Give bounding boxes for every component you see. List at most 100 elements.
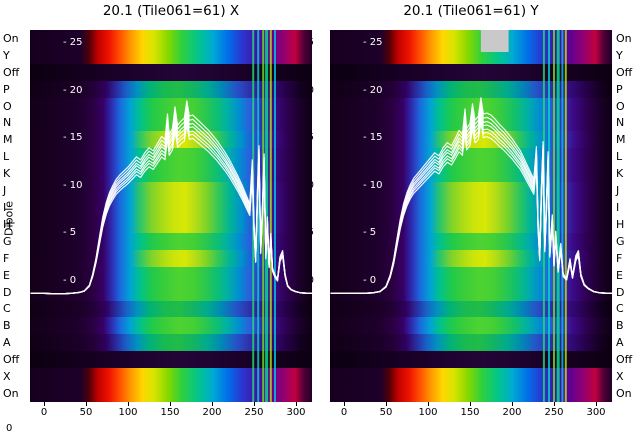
rfi-stripe [556,30,560,402]
spectrum-line [330,97,612,294]
row-label: O [616,99,625,113]
row-label: F [616,251,623,265]
row-label: E [616,268,623,282]
y-tick-label-inner: - 10 [63,179,83,191]
x-tick-mark [296,402,297,406]
x-tick-label: 150 [460,407,480,418]
row-label: J [616,184,620,198]
x-tick-label: 0 [340,407,348,418]
heatmap-row-i [30,199,312,216]
x-tick-label: 300 [586,407,606,418]
spectrum-line [30,117,312,295]
y-tick-label-inner: - 10 [363,179,383,191]
row-label: Y [616,48,623,62]
x-tick-mark [428,402,429,406]
x-tick-mark [554,402,555,406]
heatmap-row-c [330,300,612,318]
heatmap-row-on [30,385,312,402]
heatmap-row-g [330,232,612,250]
row-label: L [3,150,10,164]
heatmap-row-x [30,368,312,386]
row-label: C [616,302,624,316]
spectrum-line [30,100,312,295]
row-label: X [616,370,624,384]
heatmap-row-d [330,283,612,301]
row-label: G [616,234,625,248]
x-tick-label: 100 [418,407,438,418]
y-tick-label-inner: - 20 [63,84,83,96]
row-label: X [3,370,11,384]
row-label: M [616,133,626,147]
row-label: P [616,82,623,96]
heatmap-row-y [30,46,312,64]
heatmap-row-p [330,80,612,98]
row-label: D [616,285,625,299]
x-tick-mark [512,402,513,406]
heatmap-row-off [330,63,612,81]
rfi-stripe [564,30,567,402]
saturated-patch [480,30,509,52]
heatmap-row-o [30,97,312,115]
x-tick-label: 200 [502,407,522,418]
y-tick-label-inner: - 15 [363,132,383,144]
row-labels-right: On Y Off P O N M L K J I H G F E D C B A Off X On [616,30,640,402]
x-tick-label: 0 [40,407,48,418]
spectrum-line [30,120,312,295]
y-tick-label-inner: - 20 [363,84,383,96]
y-tick-label-inner: - 0 [63,275,77,286]
row-label: On [616,31,632,45]
spectrum-overlay [30,30,312,402]
heatmap-row-k [30,165,312,183]
x-tick-label: 300 [286,407,306,418]
row-labels-left: On Y Off P O N M L K J I H G F E D C B A Off X On [3,30,29,402]
heatmap-row-o [330,97,612,115]
heatmap-row-b [30,317,312,335]
row-label: A [3,336,11,350]
heatmap-row-l [30,148,312,166]
row-label: Y [3,48,10,62]
x-tick-label: 50 [379,407,393,418]
heatmap-row-d [30,283,312,301]
x-tick-mark [470,402,471,406]
y-tick-label-inner: - 25 [363,37,383,48]
x-tick-mark [44,402,45,406]
corner-zero-label: 0 [6,423,13,434]
row-label: K [616,167,624,181]
x-tick-mark [344,402,345,406]
row-label: On [3,31,19,45]
panel-y-heatmap: - 25 - 20 - 15 - 10 - 5 - 0 [330,30,612,402]
x-tick-mark [596,402,597,406]
heatmap-row-p [30,80,312,98]
heatmap-row-on [330,30,612,47]
y-tick-label-inner: - 0 [363,275,377,286]
row-label: Off [3,65,20,79]
row-label: N [616,116,625,130]
panel-y-title: 20.1 (Tile061=61) Y [403,3,539,19]
row-label: J [3,184,7,198]
heatmap-row-x [330,368,612,386]
spectrum-overlay [330,30,612,402]
heatmap-rows [30,30,312,402]
heatmap-row-e [330,266,612,284]
x-tick-mark [386,402,387,406]
row-label: K [3,167,11,181]
row-label: B [3,319,11,333]
rfi-stripe [553,30,555,402]
row-label: On [616,386,632,400]
panel-x-heatmap: - 25 - 20 - 15 - 10 - 5 - 0 [30,30,312,402]
rfi-stripe [265,30,269,402]
heatmap-row-y [330,46,612,64]
heatmap-row-off [30,351,312,369]
row-label: L [616,150,623,164]
y-tick-label-inner: - 25 [63,37,83,48]
rfi-stripe [269,30,272,402]
rfi-stripe [262,30,265,402]
heatmap-row-off [30,63,312,81]
x-tick-label: 150 [160,407,180,418]
heatmap-row-a [30,334,312,352]
x-tick-label: 250 [544,407,564,418]
heatmap-rows [330,30,612,402]
x-tick-mark [128,402,129,406]
spectrum-line [30,125,312,295]
